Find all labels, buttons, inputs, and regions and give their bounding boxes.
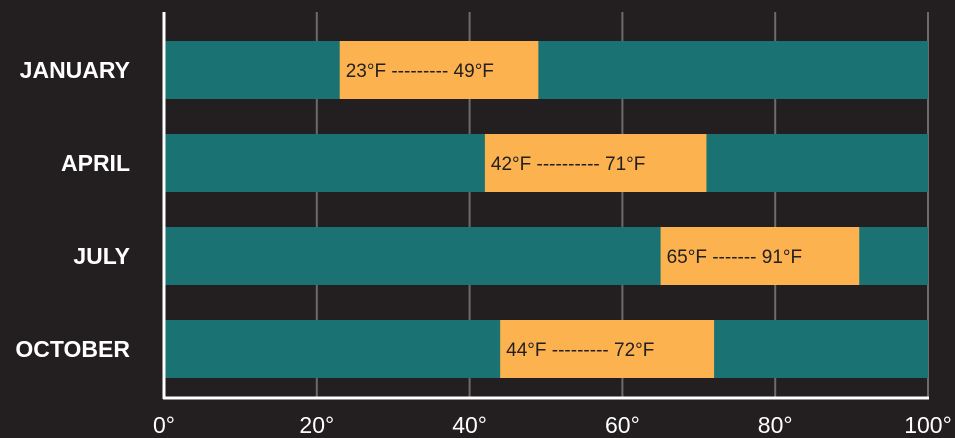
x-tick-label-20: 20° <box>299 412 334 438</box>
range-labels: 23°F --------- 49°F 42°F ---------- 71°F 6… <box>346 61 802 361</box>
axes <box>162 12 929 400</box>
x-tick-label-100: 100° <box>904 412 952 438</box>
track-bar-january <box>164 41 928 99</box>
x-tick-label-60: 60° <box>605 412 640 438</box>
range-label-october: 44°F --------- 72°F <box>506 340 654 361</box>
temperature-range-bars <box>339 41 860 378</box>
range-bar-april <box>484 134 707 192</box>
x-tick-label-40: 40° <box>452 412 487 438</box>
x-tick-labels: 0° 20° 40° 60° 80° 100° <box>153 412 952 438</box>
x-tick-label-0: 0° <box>153 412 175 438</box>
category-label-october: OCTOBER <box>15 336 130 362</box>
range-label-april: 42°F ---------- 71°F <box>491 154 646 175</box>
range-bar-july <box>660 227 860 285</box>
category-label-january: JANUARY <box>20 57 130 83</box>
range-bar-october <box>500 320 715 378</box>
range-label-july: 65°F ------- 91°F <box>667 247 803 268</box>
category-label-july: JULY <box>73 243 130 269</box>
category-labels: JANUARY APRIL JULY OCTOBER <box>15 57 130 362</box>
range-bar-january <box>339 41 539 99</box>
category-label-april: APRIL <box>61 150 130 176</box>
x-tick-label-80: 80° <box>758 412 793 438</box>
range-label-january: 23°F --------- 49°F <box>346 61 494 82</box>
